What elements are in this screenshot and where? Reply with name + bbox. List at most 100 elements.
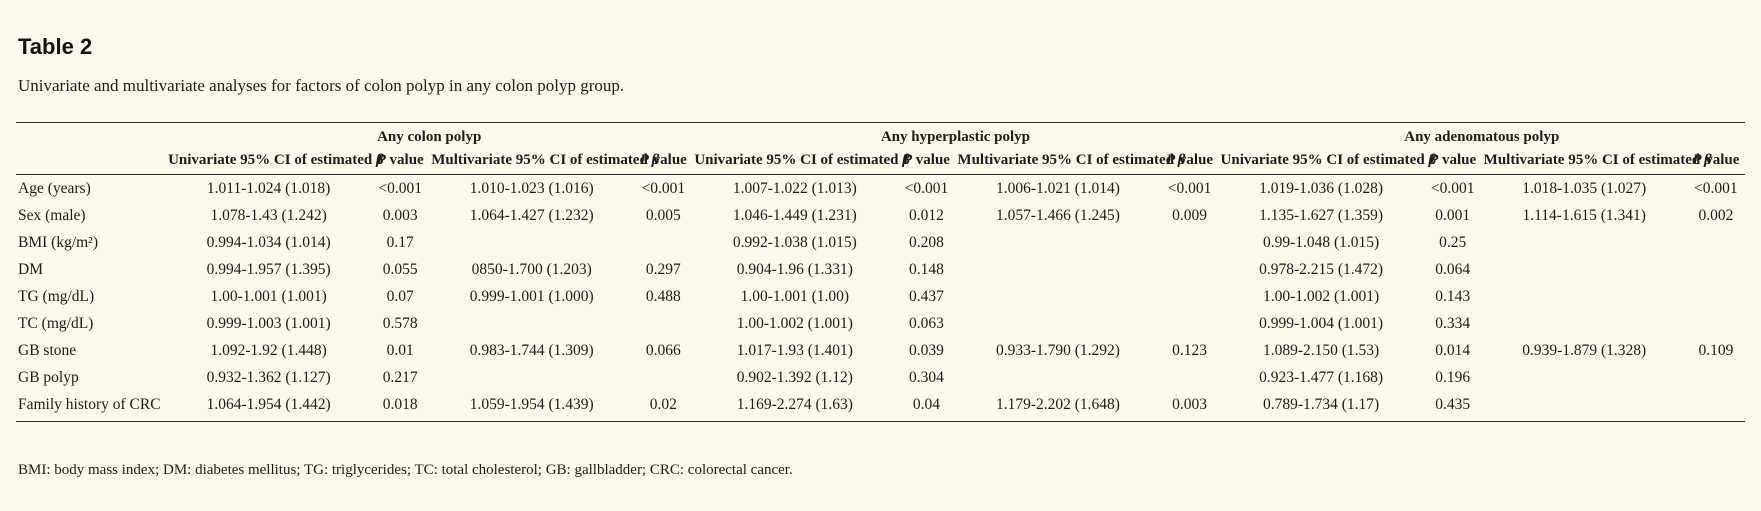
p-value-cell [1686, 391, 1745, 422]
p-value-cell [1687, 256, 1745, 283]
multivariate-ci-header: Multivariate 95% CI of estimated β [429, 149, 659, 175]
p-value-cell: 0.437 [908, 287, 944, 305]
p-value-cell: 0.196 [1435, 368, 1471, 386]
p-value-cell: <0.001 [1167, 179, 1212, 197]
ci-value-cell: 1.078-1.43 (1.242) [210, 206, 327, 224]
table-row: Age (years) 1.011-1.024 (1.018) <0.001 1.01… [16, 175, 1745, 203]
p-value-cell: 0.012 [908, 206, 944, 224]
p-value-cell: 0.435 [1423, 391, 1482, 422]
ci-value-cell: 0.978-2.215 (1.472) [1259, 260, 1384, 278]
p-value-cell: 0.148 [908, 260, 944, 278]
p-value-cell: 0.066 [645, 341, 681, 359]
ci-value-cell: 1.00-1.002 (1.001) [1262, 287, 1380, 305]
p-value-cell: 0.001 [1435, 206, 1471, 224]
ci-value-cell [1482, 310, 1687, 337]
p-value-cell: 0.143 [1435, 287, 1471, 305]
ci-value-cell: 1.006-1.021 (1.014) [995, 179, 1120, 197]
ci-value-cell [955, 256, 1160, 283]
table-body: Age (years) 1.011-1.024 (1.018) <0.001 1.01… [16, 175, 1745, 422]
p-value-cell: 0.25 [1439, 233, 1467, 251]
p-value-cell: 0.055 [382, 260, 418, 278]
p-value-cell [1687, 364, 1745, 391]
row-label: TC (mg/dL) [18, 314, 94, 332]
p-value-cell: <0.001 [1694, 179, 1738, 197]
p-value-cell: <0.001 [1430, 179, 1475, 197]
p-value-header: P value [371, 149, 430, 175]
p-value-header: P value [1686, 149, 1745, 175]
group-header-any-hyperplastic-polyp: Any hyperplastic polyp [692, 122, 1219, 149]
table-row: TC (mg/dL) 0.999-1.003 (1.001) 0.578 1.00-1… [16, 310, 1745, 337]
p-value-cell: 0.109 [1698, 341, 1734, 359]
ci-value-cell: 1.010-1.023 (1.016) [469, 179, 594, 197]
ci-value-cell: 1.017-1.93 (1.401) [736, 341, 853, 359]
ci-value-cell: 1.019-1.036 (1.028) [1259, 179, 1384, 197]
empty-corner-cell [16, 122, 167, 149]
ci-value-cell: 0.999-1.001 (1.000) [469, 287, 594, 305]
univariate-ci-header: Univariate 95% CI of estimated β [166, 149, 384, 175]
table-row: DM 0.994-1.957 (1.395) 0.055 0850-1.700 (1.… [16, 256, 1745, 283]
ci-value-cell [1481, 391, 1687, 422]
p-value-header: P value [1160, 149, 1219, 175]
ci-value-cell: 1.057-1.466 (1.245) [995, 206, 1120, 224]
p-value-cell: 0.003 [1160, 391, 1219, 422]
ci-value-cell: 1.179-2.202 (1.648) [955, 391, 1161, 422]
p-value-cell: 0.009 [1172, 206, 1207, 224]
table-title: Table 2 [18, 34, 93, 59]
p-value-cell: <0.001 [641, 179, 686, 197]
results-table: Any colon polyp Any hyperplastic polyp A… [16, 122, 1745, 422]
p-value-cell: 0.005 [645, 206, 681, 224]
ci-value-cell: 0.904-1.96 (1.331) [736, 260, 853, 278]
ci-value-cell: 1.114-1.615 (1.341) [1522, 206, 1646, 224]
ci-value-cell: 0.983-1.744 (1.309) [469, 341, 594, 359]
row-label: DM [18, 260, 43, 278]
p-value-header: P value [897, 149, 956, 175]
ci-value-cell: 1.089-2.150 (1.53) [1262, 341, 1380, 359]
p-value-cell [1161, 364, 1219, 391]
ci-value-cell: 1.135-1.627 (1.359) [1259, 206, 1384, 224]
p-value-cell: 0.039 [908, 341, 944, 359]
group-header-any-adenomatous-polyp: Any adenomatous polyp [1218, 122, 1745, 149]
p-value-cell [1161, 283, 1219, 310]
ci-value-cell: 0850-1.700 (1.203) [471, 260, 592, 278]
row-label: BMI (kg/m²) [18, 233, 98, 251]
p-value-cell: 0.003 [382, 206, 418, 224]
ci-value-cell: 0.992-1.038 (1.015) [732, 233, 857, 251]
ci-value-cell: 0.939-1.879 (1.328) [1522, 341, 1647, 359]
ci-value-cell: 1.018-1.035 (1.027) [1522, 179, 1647, 197]
multivariate-ci-header: Multivariate 95% CI of estimated β [955, 149, 1185, 175]
ci-value-cell: 1.046-1.449 (1.231) [732, 206, 857, 224]
ci-value-cell: 0.789-1.734 (1.17) [1218, 391, 1424, 422]
table-row: Family history of CRC 1.064-1.954 (1.442)… [16, 391, 1745, 422]
ci-value-cell: 1.00-1.001 (1.001) [210, 287, 327, 305]
ci-value-cell: 0.999-1.003 (1.001) [206, 314, 331, 332]
ci-value-cell [429, 229, 634, 256]
p-value-cell: 0.488 [645, 287, 681, 305]
ci-value-cell: 0.994-1.034 (1.014) [206, 233, 331, 251]
p-value-cell: 0.123 [1172, 341, 1207, 359]
ci-value-cell [1482, 229, 1687, 256]
p-value-cell: 0.04 [897, 391, 956, 422]
ci-value-cell: 1.059-1.954 (1.439) [429, 391, 635, 422]
univariate-ci-header: Univariate 95% CI of estimated β [1218, 149, 1436, 175]
ci-value-cell: 1.092-1.92 (1.448) [210, 341, 327, 359]
ci-value-cell [955, 364, 1160, 391]
ci-value-cell: 0.999-1.004 (1.001) [1259, 314, 1384, 332]
table-row: GB polyp 0.932-1.362 (1.127) 0.217 0.902-1.… [16, 364, 1745, 391]
ci-value-cell: 0.994-1.957 (1.395) [206, 260, 331, 278]
ci-value-cell [1482, 256, 1687, 283]
ci-value-cell [1482, 364, 1687, 391]
ci-value-cell: 1.007-1.022 (1.013) [732, 179, 857, 197]
ci-value-cell [955, 283, 1160, 310]
group-header-row: Any colon polyp Any hyperplastic polyp A… [16, 122, 1745, 149]
p-value-cell [1161, 229, 1219, 256]
p-value-cell: 0.578 [382, 314, 418, 332]
table-row: TG (mg/dL) 1.00-1.001 (1.001) 0.07 0.999-1.… [16, 283, 1745, 310]
subheader-row: Univariate 95% CI of estimated β P value… [16, 149, 1745, 175]
p-value-cell [1687, 229, 1745, 256]
p-value-cell: 0.304 [908, 368, 944, 386]
abbreviations-footnote: BMI: body mass index; DM: diabetes melli… [18, 461, 793, 478]
p-value-cell: 0.17 [386, 233, 414, 251]
p-value-cell: 0.208 [908, 233, 944, 251]
ci-value-cell: 0.99-1.048 (1.015) [1262, 233, 1380, 251]
table-row: Sex (male) 1.078-1.43 (1.242) 0.003 1.064-1… [16, 202, 1745, 229]
